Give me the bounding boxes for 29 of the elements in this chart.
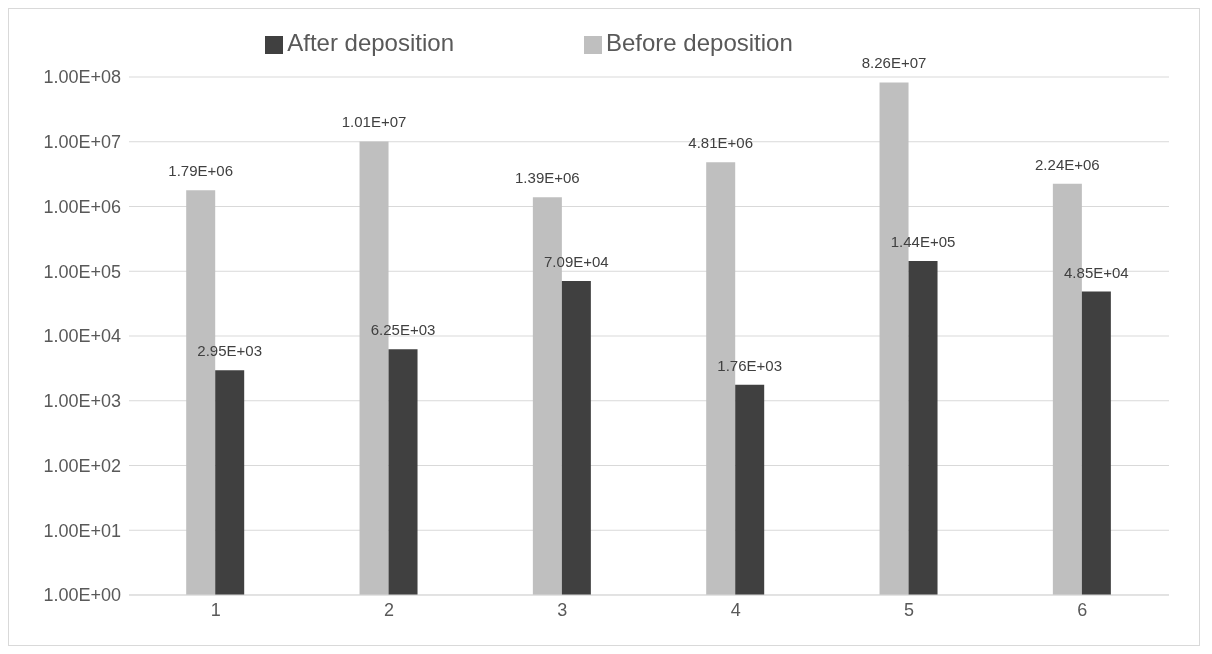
- x-tick-label: 4: [730, 599, 741, 620]
- legend-label: Before deposition: [605, 29, 793, 56]
- y-tick-label: 1.00E+06: [43, 196, 121, 217]
- y-tick-label: 1.00E+02: [43, 455, 121, 476]
- data-label: 7.09E+04: [544, 252, 609, 270]
- x-tick-label: 6: [1077, 599, 1088, 620]
- data-label: 6.25E+03: [370, 321, 436, 339]
- data-label: 1.01E+07: [341, 113, 407, 131]
- data-label: 8.26E+07: [861, 54, 927, 72]
- y-tick-label: 1.00E+05: [43, 261, 121, 282]
- x-tick-label: 5: [903, 599, 915, 620]
- data-label: 1.79E+06: [168, 162, 234, 180]
- data-label: 1.44E+05: [890, 233, 956, 250]
- x-tick-label: 1: [210, 599, 221, 620]
- data-label: 1.39E+06: [515, 169, 580, 187]
- legend-label: After deposition: [287, 29, 454, 56]
- y-tick-label: 1.00E+03: [43, 391, 121, 412]
- data-label: 4.85E+04: [1064, 263, 1129, 281]
- y-tick-label: 1.00E+01: [43, 520, 121, 541]
- x-tick-label: 2: [383, 599, 395, 620]
- y-tick-label: 1.00E+04: [43, 326, 121, 347]
- y-tick-label: 1.00E+08: [43, 67, 121, 88]
- data-label: 2.24E+06: [1035, 155, 1100, 173]
- x-tick-label: 3: [557, 599, 568, 620]
- data-label: 1.76E+03: [717, 356, 783, 374]
- y-tick-label: 1.00E+07: [43, 132, 121, 153]
- y-tick-label: 1.00E+00: [43, 585, 121, 606]
- data-label: 2.95E+03: [197, 342, 263, 360]
- data-label: 4.81E+06: [688, 134, 754, 152]
